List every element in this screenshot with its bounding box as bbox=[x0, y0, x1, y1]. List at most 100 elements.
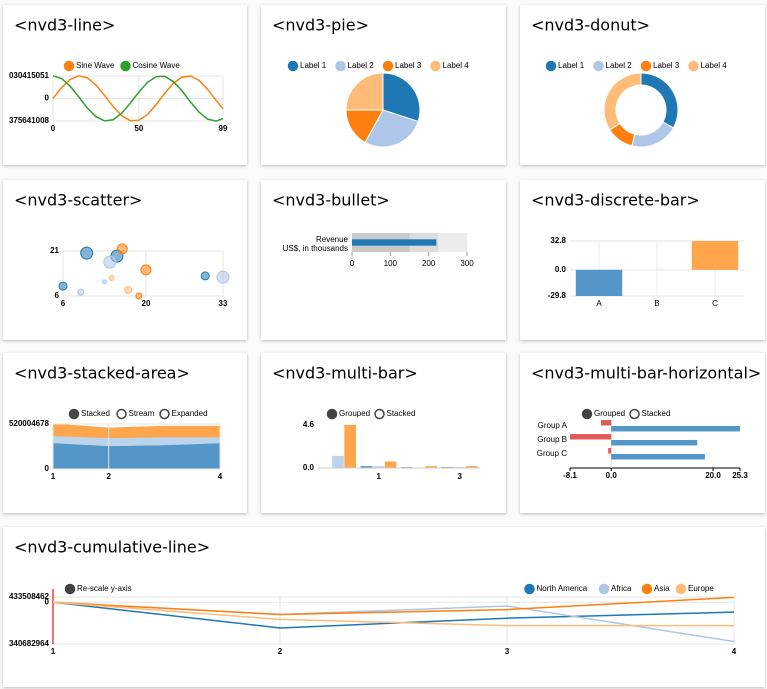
slice bbox=[631, 121, 675, 148]
x-tick-label: 4 bbox=[732, 647, 737, 656]
y-tick-label: 0 bbox=[45, 464, 50, 473]
bar bbox=[332, 455, 344, 468]
bar bbox=[611, 426, 740, 432]
chart-card: <nvd3-pie> Label 1 Label 2 Label 3 Label 4 bbox=[261, 5, 506, 165]
x-tick-label: 0.0 bbox=[606, 471, 618, 480]
x-tick-label: 200 bbox=[422, 259, 436, 268]
slice bbox=[382, 72, 421, 123]
bar bbox=[570, 434, 612, 440]
y-tick-label: Group B bbox=[537, 435, 567, 444]
y-tick-label: 6 bbox=[55, 291, 60, 300]
x-tick-label: 100 bbox=[384, 259, 398, 268]
x-tick-label: 0 bbox=[51, 124, 56, 133]
x-tick-label: 1 bbox=[51, 472, 56, 481]
legend-symbol bbox=[675, 583, 687, 595]
y-tick-label: Group C bbox=[537, 449, 567, 458]
bar bbox=[425, 466, 437, 468]
chart-card: <nvd3-multi-bar-horizontal> -8.1 0.0 20.0 25… bbox=[520, 353, 765, 513]
chart-title: <nvd3-line> bbox=[14, 16, 115, 35]
legend-symbol bbox=[63, 60, 75, 72]
point bbox=[140, 264, 152, 276]
bar bbox=[360, 466, 373, 468]
legend-symbol bbox=[335, 60, 346, 72]
bar bbox=[611, 440, 698, 446]
point bbox=[200, 271, 210, 281]
legend-symbol bbox=[581, 408, 593, 420]
slice bbox=[345, 72, 384, 111]
legend-symbol bbox=[159, 408, 170, 420]
point bbox=[124, 286, 133, 294]
y-tick-label: 0.0 bbox=[555, 265, 567, 274]
line bbox=[52, 601, 734, 627]
chart-card: <nvd3-line> 375641008 0 030415051 0 50 99 Sine … bbox=[3, 5, 247, 165]
legend-label: Grouped bbox=[594, 409, 625, 418]
legend-label: Label 2 bbox=[348, 61, 375, 70]
y-tick-label: Group A bbox=[538, 421, 568, 430]
chart-title: <nvd3-multi-bar> bbox=[272, 364, 418, 383]
y-tick-label: 21 bbox=[50, 246, 59, 255]
point bbox=[80, 246, 94, 260]
y-tick-label: 32.8 bbox=[550, 236, 566, 245]
measure bbox=[352, 239, 437, 246]
line bbox=[52, 601, 735, 629]
chart-title: <nvd3-cumulative-line> bbox=[14, 538, 210, 557]
legend-label: Cosine Wave bbox=[133, 61, 181, 70]
x-tick-label: 6 bbox=[61, 299, 66, 308]
x-tick-label: 4 bbox=[218, 472, 223, 481]
legend-symbol bbox=[116, 408, 127, 420]
x-tick-label: 20 bbox=[142, 299, 151, 308]
bar bbox=[608, 448, 612, 454]
legend-symbol bbox=[430, 60, 441, 72]
legend-symbol bbox=[326, 408, 338, 420]
legend-label: Africa bbox=[611, 584, 632, 593]
x-tick-label: -8.1 bbox=[563, 471, 577, 480]
legend-symbol bbox=[374, 408, 385, 420]
legend-label: Label 2 bbox=[606, 61, 633, 70]
bar bbox=[691, 241, 739, 270]
chart: <nvd3-cumulative-line> 340682964 043350846… bbox=[9, 538, 737, 657]
chart-card: <nvd3-multi-bar> 0.0 4.6 1 3 Grouped Stacked bbox=[261, 353, 506, 513]
legend-symbol bbox=[287, 60, 299, 72]
chart: <nvd3-donut> Label 1 Label 2 Label 3 Label 4 bbox=[531, 16, 727, 148]
x-tick-label: 1 bbox=[51, 647, 56, 656]
y-tick-label: 0 bbox=[45, 94, 50, 103]
slice bbox=[603, 72, 642, 131]
x-tick-label: 33 bbox=[219, 299, 228, 308]
chart-title: <nvd3-donut> bbox=[531, 16, 650, 35]
legend-label: North America bbox=[537, 584, 588, 593]
chart-title: <nvd3-multi-bar-horizontal> bbox=[531, 364, 761, 383]
point bbox=[216, 270, 230, 284]
legend-symbol bbox=[524, 583, 535, 595]
line bbox=[52, 75, 224, 122]
bar bbox=[575, 269, 623, 296]
legend-symbol bbox=[640, 60, 652, 72]
legend-label: Asia bbox=[654, 584, 670, 593]
bar bbox=[384, 461, 397, 468]
point bbox=[116, 243, 128, 255]
legend-label: Label 3 bbox=[653, 61, 680, 70]
legend-label: Label 4 bbox=[443, 61, 470, 70]
legend-label: Stacked bbox=[642, 409, 671, 418]
y-tick-label: 0.0 bbox=[303, 463, 315, 472]
x-tick-label: 300 bbox=[460, 259, 474, 268]
legend-label: Stacked bbox=[81, 409, 110, 418]
chart-title: <nvd3-stacked-area> bbox=[14, 364, 190, 383]
chart-title: <nvd3-scatter> bbox=[14, 191, 142, 210]
legend-label: Europe bbox=[688, 584, 714, 593]
legend-label: Grouped bbox=[339, 409, 370, 418]
x-tick-label: 2 bbox=[106, 472, 111, 481]
chart-card: <nvd3-discrete-bar> -29.8 0.0 32.8 A B C bbox=[520, 180, 765, 340]
line bbox=[52, 75, 224, 122]
chart-card: <nvd3-stacked-area> 0 520004678 1 2 4 Stacked S… bbox=[3, 353, 247, 513]
chart: <nvd3-stacked-area> 0 520004678 1 2 4 Stacked S… bbox=[9, 364, 223, 482]
line bbox=[52, 596, 735, 616]
area bbox=[52, 442, 221, 470]
legend-symbol bbox=[545, 60, 557, 72]
legend-symbol bbox=[688, 60, 699, 72]
bar bbox=[372, 466, 385, 468]
chart-title: <nvd3-bullet> bbox=[272, 191, 390, 210]
chart-title: <nvd3-discrete-bar> bbox=[531, 191, 700, 210]
legend-symbol bbox=[629, 408, 640, 420]
